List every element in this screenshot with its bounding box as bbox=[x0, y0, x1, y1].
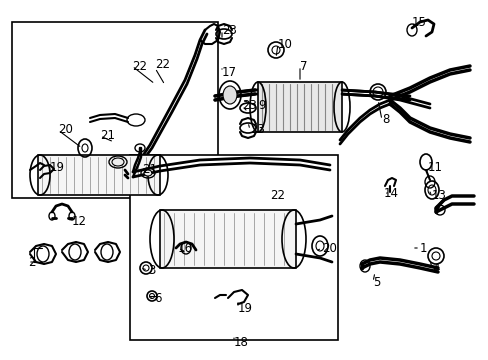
Bar bbox=[38, 155, 160, 195]
Bar bbox=[12, 22, 218, 198]
Text: 2: 2 bbox=[28, 256, 36, 269]
Text: 16: 16 bbox=[178, 242, 193, 255]
Text: 14: 14 bbox=[383, 188, 398, 201]
Text: 4: 4 bbox=[431, 261, 439, 274]
Ellipse shape bbox=[112, 158, 124, 166]
Text: 12: 12 bbox=[72, 216, 87, 229]
Text: 20: 20 bbox=[321, 242, 336, 255]
Bar bbox=[130, 155, 337, 340]
Text: 11: 11 bbox=[427, 162, 442, 175]
Text: 23: 23 bbox=[242, 99, 256, 112]
Text: 17: 17 bbox=[222, 66, 237, 78]
Text: 19: 19 bbox=[238, 301, 252, 315]
Text: 21: 21 bbox=[100, 130, 115, 143]
Text: 10: 10 bbox=[278, 37, 292, 50]
Text: 15: 15 bbox=[411, 15, 426, 28]
Bar bbox=[160, 210, 295, 268]
Ellipse shape bbox=[223, 86, 237, 104]
Text: 21: 21 bbox=[142, 163, 157, 176]
Text: 19: 19 bbox=[50, 162, 65, 175]
Text: 13: 13 bbox=[431, 189, 446, 202]
Text: 8: 8 bbox=[381, 113, 388, 126]
Text: 1: 1 bbox=[419, 242, 427, 255]
Text: 7: 7 bbox=[299, 59, 307, 72]
Text: 20: 20 bbox=[58, 123, 73, 136]
Text: 3: 3 bbox=[148, 264, 155, 276]
Text: 23: 23 bbox=[249, 123, 264, 136]
Text: 22: 22 bbox=[269, 189, 285, 202]
Text: 6: 6 bbox=[154, 292, 161, 305]
Text: 23: 23 bbox=[222, 23, 236, 36]
Text: 18: 18 bbox=[234, 336, 248, 348]
Bar bbox=[258, 82, 341, 132]
Text: 5: 5 bbox=[372, 275, 380, 288]
Text: 22: 22 bbox=[132, 59, 147, 72]
Ellipse shape bbox=[143, 170, 152, 176]
Text: 9: 9 bbox=[258, 99, 265, 112]
Text: 22: 22 bbox=[155, 58, 170, 71]
